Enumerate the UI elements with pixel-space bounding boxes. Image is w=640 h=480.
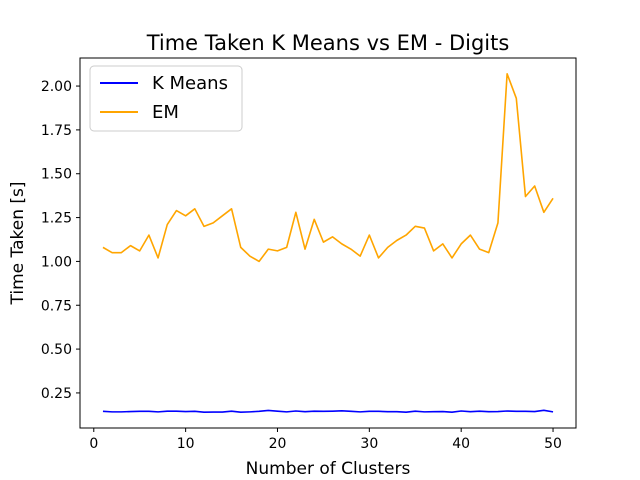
series-line-em: [102, 72, 554, 263]
y-tick-label: 0.75: [41, 298, 72, 314]
y-tick-label: 1.50: [41, 167, 72, 183]
legend-label-em: EM: [152, 102, 179, 123]
legend: K Means EM: [89, 65, 243, 132]
y-tick-label: 1.00: [41, 254, 72, 270]
y-axis-label: Time Taken [s]: [8, 182, 28, 306]
y-tick-label: 1.25: [41, 211, 72, 227]
y-tick-label: 2.00: [41, 79, 72, 95]
legend-label-k-means: K Means: [152, 73, 228, 94]
y-tick-label: 1.75: [41, 123, 72, 139]
x-axis-label: Number of Clusters: [246, 459, 411, 479]
x-tick-label: 40: [452, 436, 470, 452]
plot-frame: [79, 57, 577, 429]
chart-title: Time Taken K Means vs EM - Digits: [146, 31, 510, 55]
x-tick-label: 50: [544, 436, 562, 452]
plot-area: 0 10 20 30 40 50 0.25 0.50 0.75 1.00 1.25 1.50 1.75 2…: [41, 57, 577, 452]
x-tick-label: 0: [89, 436, 98, 452]
y-tick-label: 0.50: [41, 342, 72, 358]
x-tick-label: 10: [177, 436, 195, 452]
x-tick-label: 20: [269, 436, 287, 452]
y-tick-label: 0.25: [41, 386, 72, 402]
x-tick-label: 30: [360, 436, 378, 452]
series-line-k-means: [102, 409, 554, 414]
